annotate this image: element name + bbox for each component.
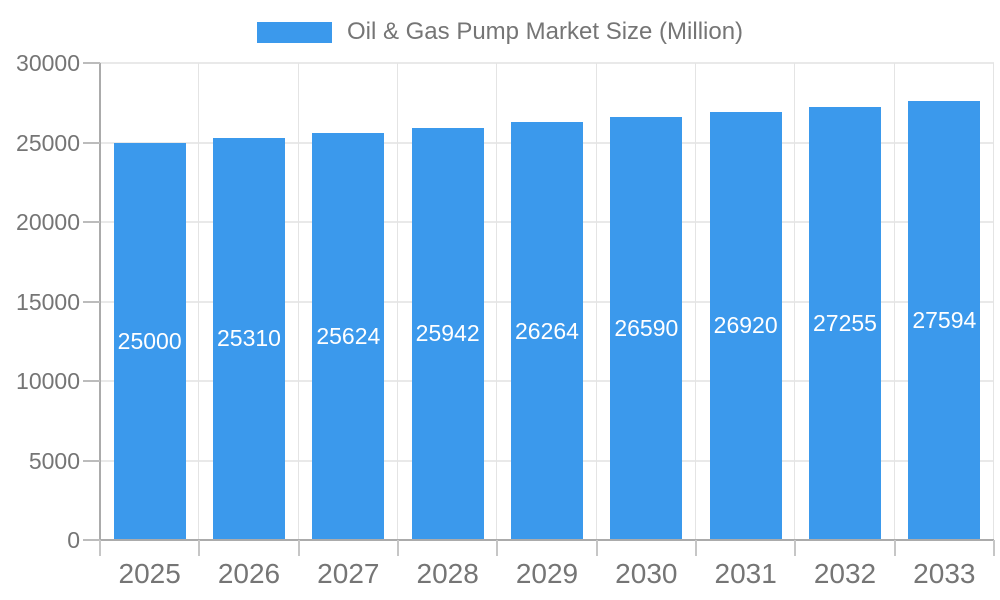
x-axis-line (83, 539, 994, 541)
y-tick-mark (83, 141, 100, 144)
gridline-vertical (496, 63, 497, 540)
legend-label: Oil & Gas Pump Market Size (Million) (346, 18, 744, 45)
bar[interactable]: 25000 (113, 142, 186, 540)
y-axis-tick-label: 10000 (16, 368, 80, 394)
bar[interactable]: 25310 (213, 137, 285, 540)
gridline-vertical (397, 63, 398, 540)
x-tick-mark (198, 540, 200, 556)
bar[interactable]: 25942 (411, 127, 484, 540)
bar-value-label: 26920 (713, 312, 778, 339)
y-axis-line (99, 63, 101, 540)
x-tick-mark (794, 540, 796, 556)
bar-value-label: 25942 (415, 320, 480, 347)
x-tick-mark (596, 540, 598, 556)
bar[interactable]: 26264 (511, 122, 583, 540)
y-tick-mark (83, 380, 100, 382)
x-axis-tick-label: 2031 (714, 558, 777, 589)
bar[interactable]: 27594 (908, 101, 981, 540)
gridline-horizontal (100, 62, 994, 64)
x-tick-mark (99, 540, 101, 556)
legend: Oil & Gas Pump Market Size (Million) (0, 12, 1000, 52)
x-tick-mark (695, 540, 697, 556)
legend-swatch-icon (256, 21, 332, 43)
y-tick-mark (83, 62, 100, 64)
bar-value-label: 25000 (117, 327, 182, 354)
y-axis-tick-label: 5000 (28, 447, 80, 474)
bar-value-label: 25624 (316, 322, 381, 349)
x-tick-mark (397, 540, 399, 556)
x-axis-tick-label: 2026 (217, 558, 281, 589)
x-axis-tick-label: 2029 (515, 558, 579, 589)
y-axis-tick-label: 25000 (16, 129, 80, 156)
x-tick-mark (496, 540, 498, 556)
legend-item[interactable]: Oil & Gas Pump Market Size (Million) (256, 18, 744, 46)
y-tick-mark (83, 539, 100, 541)
y-tick-mark (83, 300, 100, 303)
bar-value-label: 27594 (912, 307, 977, 334)
x-axis-tick-label: 2032 (813, 558, 877, 589)
x-axis-tick-label: 2028 (416, 558, 479, 589)
y-tick-mark (83, 459, 100, 462)
bar[interactable]: 26590 (610, 117, 683, 540)
y-tick-mark (83, 221, 100, 223)
x-axis-tick-label: 2025 (118, 558, 181, 589)
gridline-vertical (894, 63, 895, 540)
gridline-vertical (298, 63, 299, 540)
plot-area: 25000 25310 25624 25942 26264 26590 26920 27255… (100, 62, 994, 540)
gridline-vertical (198, 63, 199, 540)
x-axis-tick-label: 2027 (317, 558, 380, 589)
bar[interactable]: 26920 (709, 111, 782, 540)
x-axis-tick-label: 2033 (913, 558, 976, 589)
gridline-vertical (993, 63, 994, 540)
y-axis-tick-label: 0 (67, 527, 80, 553)
gridline-vertical (695, 63, 696, 540)
y-axis-tick-label: 20000 (16, 209, 80, 235)
x-tick-mark (993, 540, 995, 556)
bar-value-label: 26264 (515, 317, 579, 344)
bar-value-label: 26590 (614, 315, 679, 342)
gridline-vertical (596, 63, 597, 540)
bar-value-label: 25310 (217, 325, 281, 352)
bar[interactable]: 27255 (809, 106, 881, 540)
x-axis-tick-label: 2030 (615, 558, 678, 589)
y-axis-tick-label: 15000 (16, 288, 80, 315)
x-tick-mark (894, 540, 896, 556)
gridline-vertical (794, 63, 795, 540)
bar-value-label: 27255 (813, 309, 877, 336)
x-tick-mark (298, 540, 300, 556)
bar[interactable]: 25624 (312, 132, 385, 540)
y-axis-tick-label: 30000 (16, 50, 80, 76)
